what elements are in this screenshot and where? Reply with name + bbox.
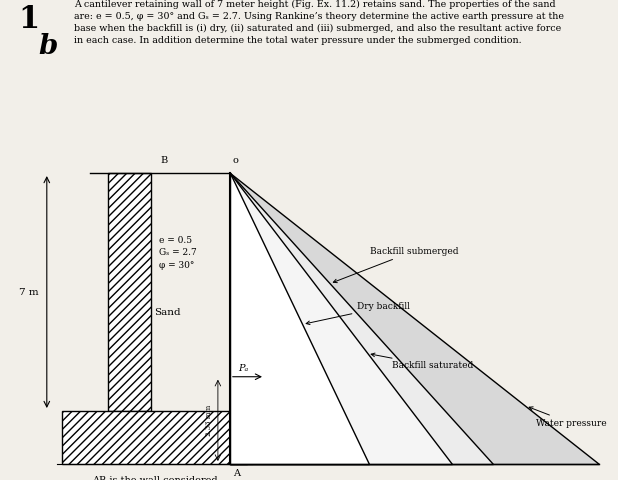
Polygon shape: [230, 173, 493, 464]
Text: Dry backfill: Dry backfill: [306, 302, 410, 324]
Text: Water pressure: Water pressure: [529, 407, 606, 428]
Polygon shape: [230, 173, 370, 464]
Text: 7 m: 7 m: [19, 288, 39, 297]
Text: AB is the wall considered: AB is the wall considered: [91, 476, 218, 480]
Text: e = 0.5
Gₛ = 2.7
φ = 30°: e = 0.5 Gₛ = 2.7 φ = 30°: [159, 236, 197, 270]
Polygon shape: [230, 173, 452, 464]
Text: B: B: [160, 156, 167, 165]
Polygon shape: [230, 173, 599, 464]
Text: Backfill submerged: Backfill submerged: [333, 247, 458, 283]
Text: A cantilever retaining wall of 7 meter height (Fig. Ex. 11.2) retains sand. The : A cantilever retaining wall of 7 meter h…: [74, 0, 564, 45]
Text: 2.33 mm: 2.33 mm: [205, 405, 213, 436]
Text: o: o: [233, 156, 239, 165]
Text: Backfill saturated: Backfill saturated: [371, 353, 473, 371]
Polygon shape: [108, 173, 151, 411]
Text: A: A: [233, 469, 240, 478]
Text: 1: 1: [19, 4, 40, 36]
Text: b: b: [38, 33, 58, 60]
Polygon shape: [62, 411, 247, 464]
Text: Sand: Sand: [154, 308, 181, 316]
Text: Pₐ: Pₐ: [238, 364, 248, 373]
